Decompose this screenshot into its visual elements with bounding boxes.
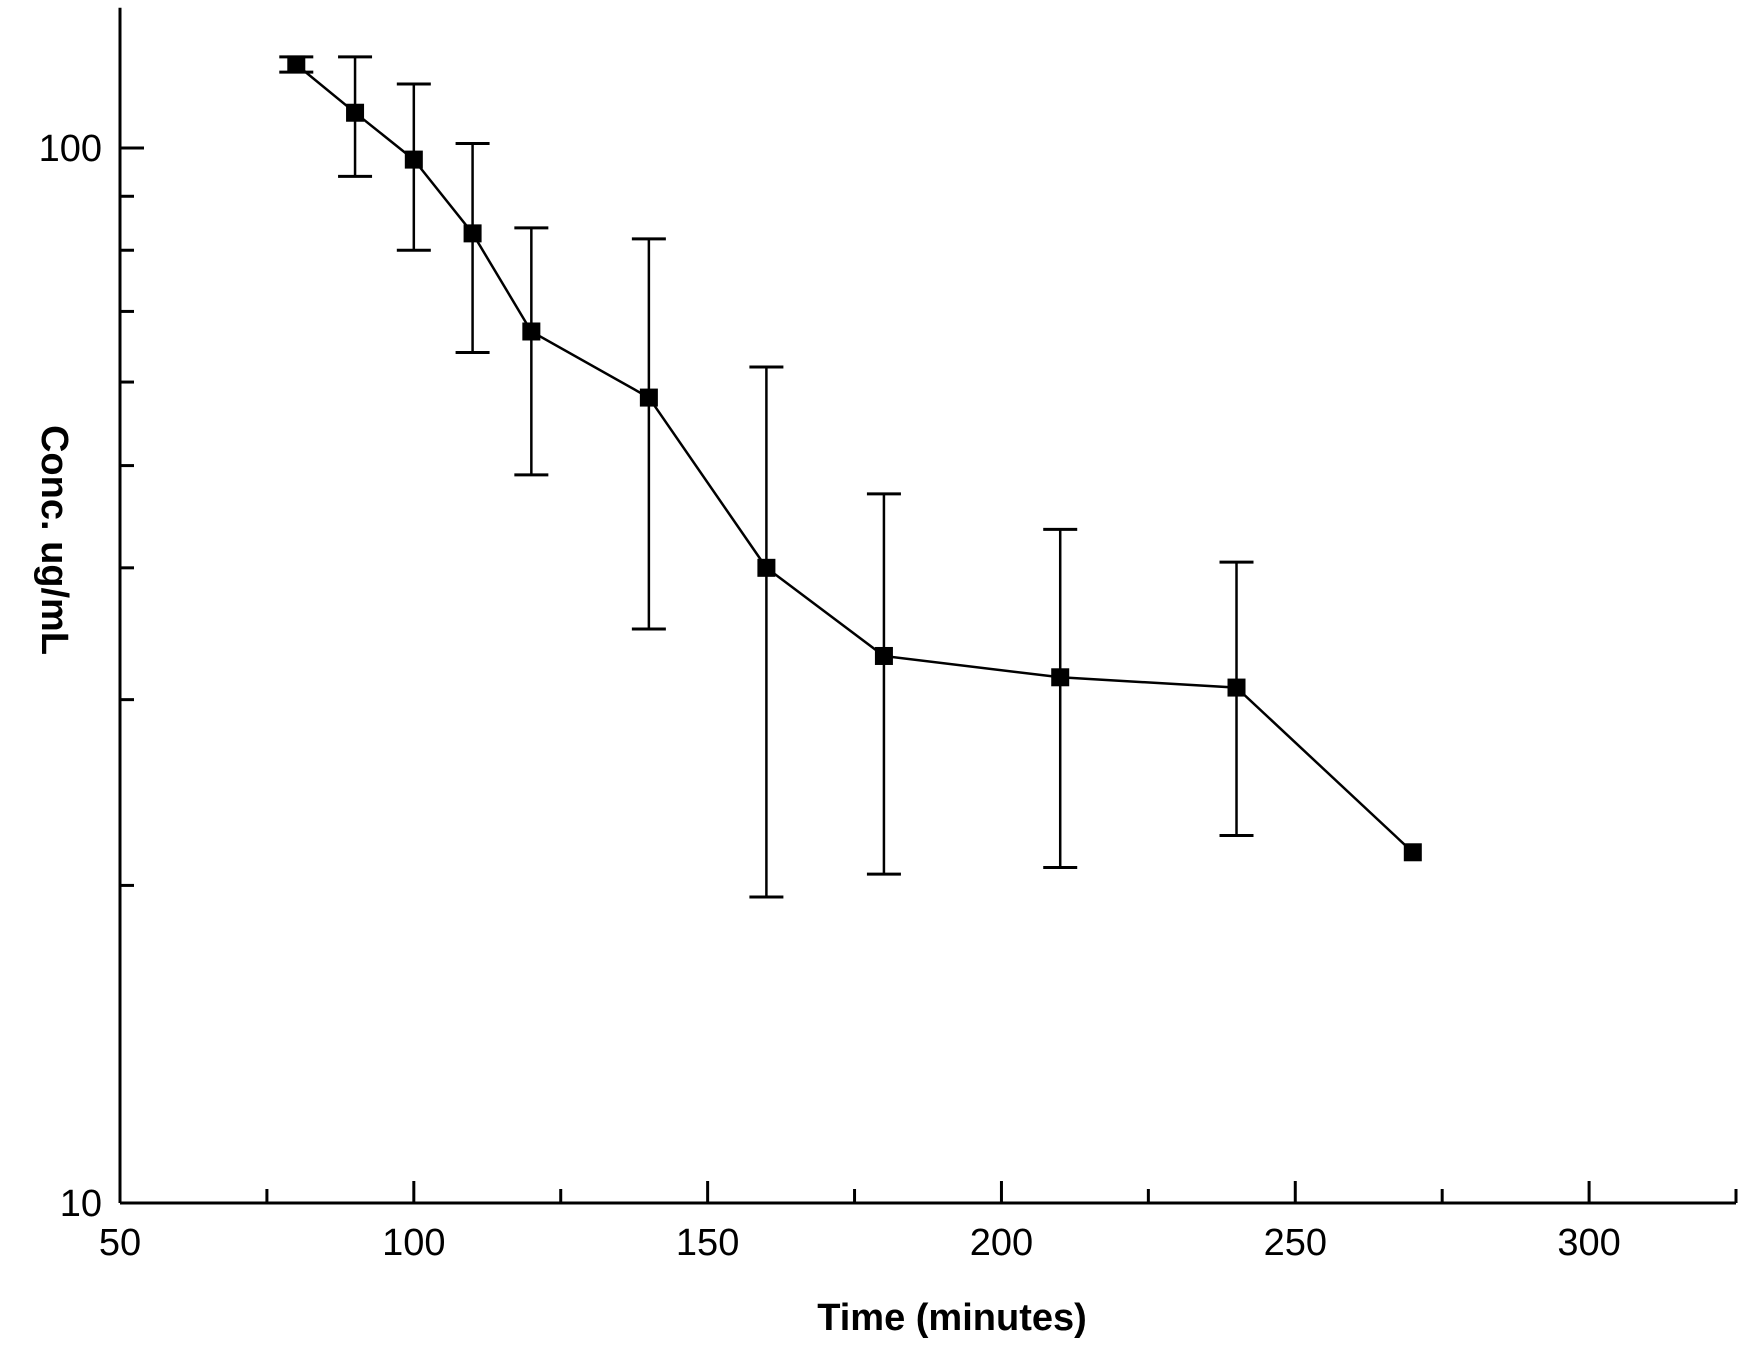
data-point [404,150,423,169]
data-point [346,103,365,122]
data-point [1051,668,1070,687]
x-tick-label: 200 [970,1222,1033,1264]
y-tick-label: 10 [60,1183,102,1225]
data-point [639,388,658,407]
axes [118,7,1738,1205]
data-point [757,558,776,577]
y-tick-label: 100 [39,128,102,170]
x-tick-label: 100 [382,1222,445,1264]
x-tick-label: 150 [676,1222,739,1264]
tick-labels: 50 100 150 200 250 300 10 100 [39,128,1621,1264]
data-point [1403,843,1422,862]
x-tick-label: 300 [1557,1222,1620,1264]
x-tick-label: 250 [1264,1222,1327,1264]
x-tick-label: 50 [99,1222,141,1264]
series-line [295,63,1414,854]
data-point [463,224,482,243]
y-axis-title: Conc. ug/mL [33,425,75,655]
error-bars [279,55,1254,899]
data-point [874,646,893,665]
data-point [1227,678,1246,697]
x-axis-title: Time (minutes) [817,1297,1087,1339]
data-point [287,55,306,74]
series-group [287,55,1422,862]
data-point [522,322,541,341]
